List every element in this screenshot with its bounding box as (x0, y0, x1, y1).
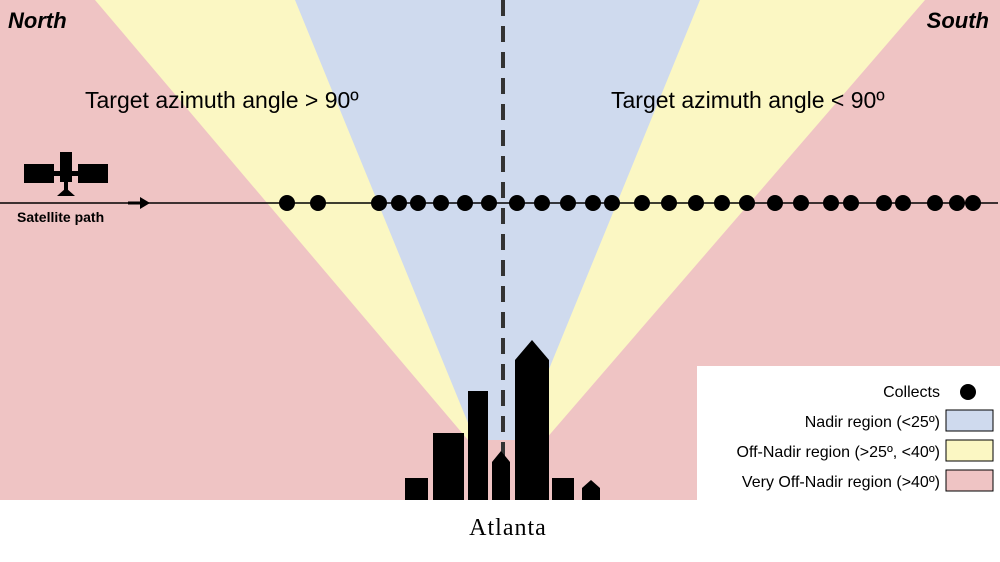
azimuth-right-label: Target azimuth angle < 90º (611, 87, 885, 113)
satellite-path-label: Satellite path (17, 209, 104, 225)
legend-collects-label: Collects (883, 384, 940, 401)
ground-strip (0, 500, 1000, 562)
legend-off-nadir-label: Off-Nadir region (>25º, <40º) (737, 444, 941, 461)
collect-dot (279, 195, 295, 211)
city-label: Atlanta (469, 515, 547, 541)
legend-collects-swatch (960, 384, 976, 400)
collect-dot (410, 195, 426, 211)
legend: Collects Nadir region (<25º) Off-Nadir r… (697, 366, 1000, 500)
south-label: South (927, 8, 989, 33)
collect-dot (895, 195, 911, 211)
legend-nadir-label: Nadir region (<25º) (805, 414, 940, 431)
collect-dot (560, 195, 576, 211)
collect-dot (714, 195, 730, 211)
legend-very-off-nadir-swatch (945, 469, 994, 492)
arrow-right-icon (128, 197, 150, 209)
collect-dot (876, 195, 892, 211)
legend-off-nadir-swatch (945, 439, 994, 462)
collect-dot (793, 195, 809, 211)
legend-nadir-swatch (945, 409, 994, 432)
collect-dot (661, 195, 677, 211)
city-skyline-icon (405, 340, 600, 500)
collect-dot (391, 195, 407, 211)
collect-dot (823, 195, 839, 211)
collects (279, 195, 981, 211)
satellite-icon (24, 152, 108, 196)
collect-dot (534, 195, 550, 211)
collect-dot (310, 195, 326, 211)
collect-dot (481, 195, 497, 211)
collect-dot (585, 195, 601, 211)
legend-very-off-nadir-label: Very Off-Nadir region (>40º) (742, 474, 940, 491)
collect-dot (604, 195, 620, 211)
collect-dot (509, 195, 525, 211)
collect-dot (433, 195, 449, 211)
north-label: North (8, 8, 67, 33)
collect-dot (371, 195, 387, 211)
collect-dot (457, 195, 473, 211)
collect-dot (927, 195, 943, 211)
nadir-region (295, 0, 700, 440)
collect-dot (965, 195, 981, 211)
collect-dot (843, 195, 859, 211)
collect-dot (634, 195, 650, 211)
collect-dot (688, 195, 704, 211)
collect-dot (949, 195, 965, 211)
collect-dot (767, 195, 783, 211)
collect-dot (739, 195, 755, 211)
azimuth-left-label: Target azimuth angle > 90º (85, 87, 359, 113)
